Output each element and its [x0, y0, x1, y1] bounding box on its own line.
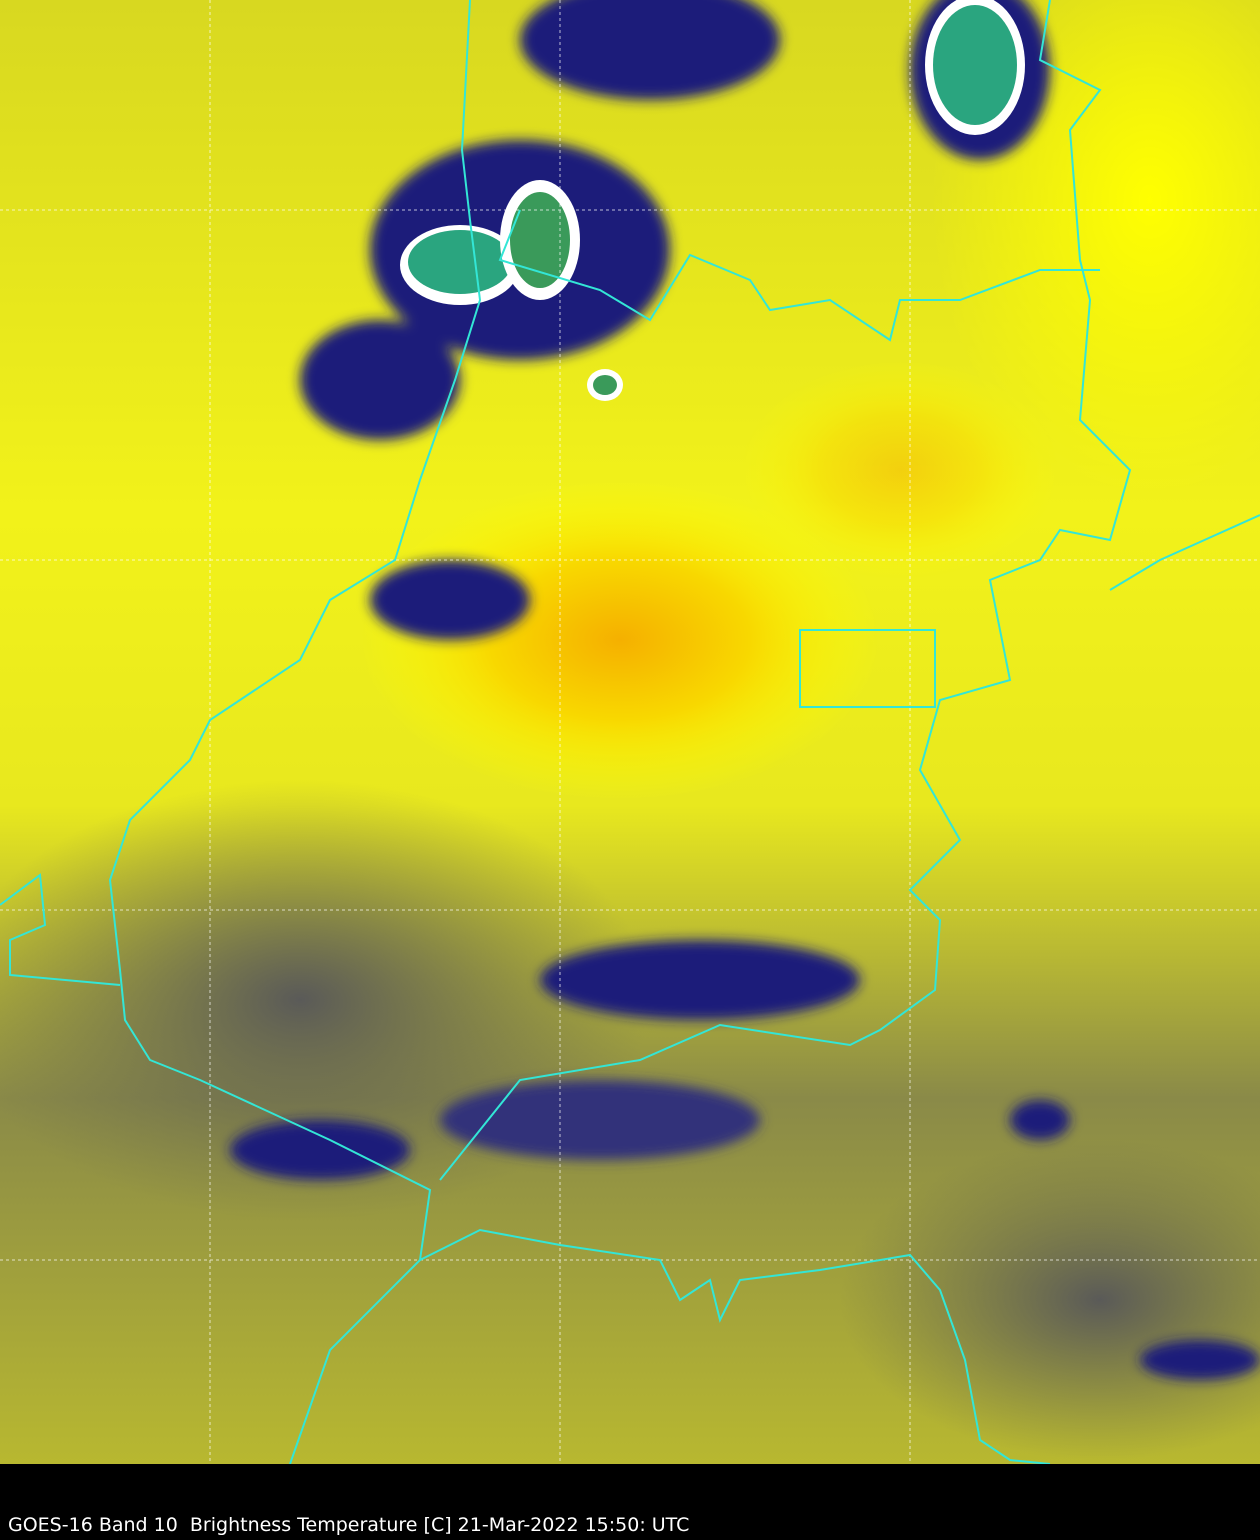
image-caption: GOES-16 Band 10 Brightness Temperature […: [8, 1514, 690, 1536]
cool-region-2: [840, 1140, 1260, 1460]
warm-region-2: [740, 360, 1060, 580]
satellite-image: [0, 0, 1260, 1464]
country-borders: [0, 0, 1260, 1464]
lat-lon-grid: [0, 0, 1260, 1464]
